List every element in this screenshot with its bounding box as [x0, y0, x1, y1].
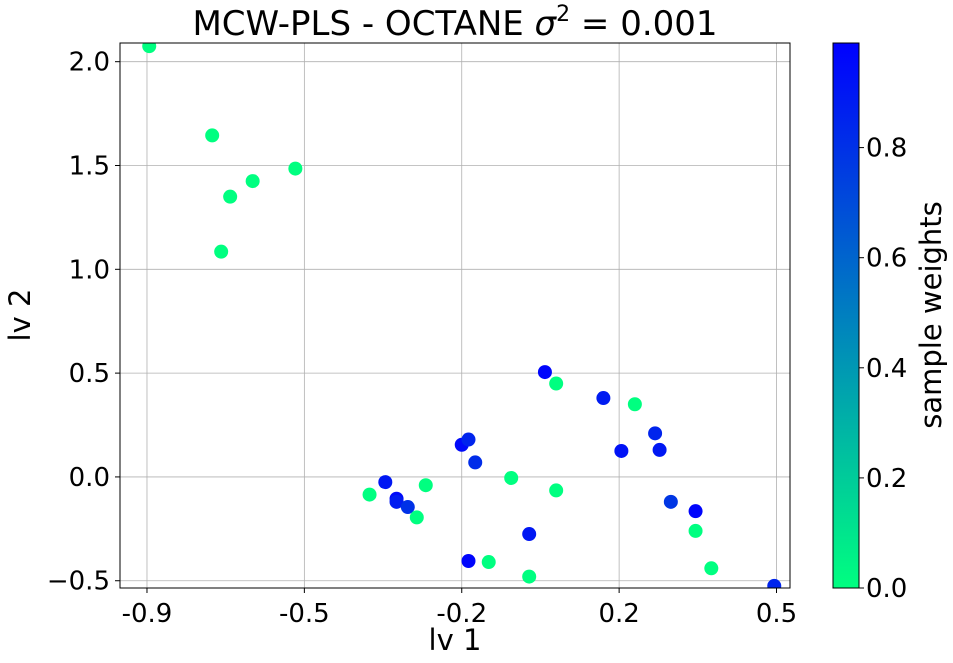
data-point: [389, 494, 404, 509]
data-point: [522, 527, 537, 542]
y-tick-label: 1.5: [69, 151, 110, 181]
colorbar-ticks: 0.0 0.2 0.4 0.6 0.8: [859, 134, 907, 604]
data-point: [223, 189, 238, 204]
plot-area: [119, 42, 791, 589]
x-tick-label: -0.9: [122, 599, 173, 629]
data-point: [400, 500, 415, 515]
colorbar-tick-label: 0.0: [866, 574, 907, 604]
y-tick-label: 1.0: [69, 255, 110, 285]
grid: [120, 43, 790, 588]
data-point: [418, 478, 433, 493]
colorbar: 0.0 0.2 0.4 0.6 0.8 sample weights: [832, 42, 948, 604]
colorbar-tick-label: 0.6: [866, 244, 907, 274]
data-point: [704, 561, 719, 576]
x-axis-ticks: -0.9 -0.5 -0.2 0.2 0.5: [122, 588, 797, 629]
data-point: [648, 426, 663, 441]
data-point: [362, 487, 377, 502]
data-point: [468, 455, 483, 470]
chart-title: MCW-PLS - OCTANE σ2 = 0.001: [192, 2, 717, 44]
data-point: [688, 504, 703, 519]
data-point: [522, 569, 537, 584]
plot-frame: [119, 42, 791, 589]
chart-title-sigma: σ: [535, 4, 558, 44]
chart-title-suffix: = 0.001: [570, 4, 717, 44]
data-point: [481, 555, 496, 570]
data-point: [461, 432, 476, 447]
data-point: [245, 174, 260, 189]
colorbar-frame: [832, 42, 860, 589]
data-point: [549, 483, 564, 498]
x-axis-label: lv 1: [429, 623, 482, 657]
data-point: [688, 523, 703, 538]
data-point: [142, 43, 157, 54]
data-point: [537, 365, 552, 380]
data-point: [596, 391, 611, 406]
x-tick-label: 0.5: [756, 599, 797, 629]
colorbar-tick-label: 0.2: [866, 464, 907, 494]
data-point: [663, 494, 678, 509]
data-point: [614, 443, 629, 458]
data-points: [142, 43, 782, 588]
data-point: [652, 442, 667, 457]
plot-background: [120, 43, 790, 588]
data-point: [504, 470, 519, 485]
colorbar-tick-label: 0.8: [866, 134, 907, 164]
colorbar-label: sample weights: [914, 201, 948, 429]
y-axis-label: lv 2: [3, 289, 37, 342]
x-tick-label: 0.2: [598, 599, 639, 629]
x-tick-label: -0.5: [279, 599, 330, 629]
y-tick-label: 0.5: [69, 359, 110, 389]
data-point: [767, 578, 782, 588]
colorbar-tick-label: 0.4: [866, 354, 907, 384]
chart-title-prefix: MCW-PLS - OCTANE: [192, 4, 534, 44]
data-point: [549, 376, 564, 391]
data-point: [378, 475, 393, 490]
data-point: [288, 161, 303, 176]
data-point: [627, 397, 642, 412]
data-point: [461, 554, 476, 569]
y-axis-ticks: −0.5 0.0 0.5 1.0 1.5 2.0: [47, 48, 120, 597]
y-tick-label: 2.0: [69, 48, 110, 78]
y-tick-label: −0.5: [47, 567, 110, 597]
data-point: [409, 510, 424, 525]
chart-title-exponent: 2: [556, 2, 570, 27]
data-point: [214, 244, 229, 259]
x-tick-label: -0.2: [436, 599, 487, 629]
colorbar-gradient: [833, 43, 859, 588]
y-tick-label: 0.0: [69, 463, 110, 493]
data-point: [205, 128, 220, 143]
